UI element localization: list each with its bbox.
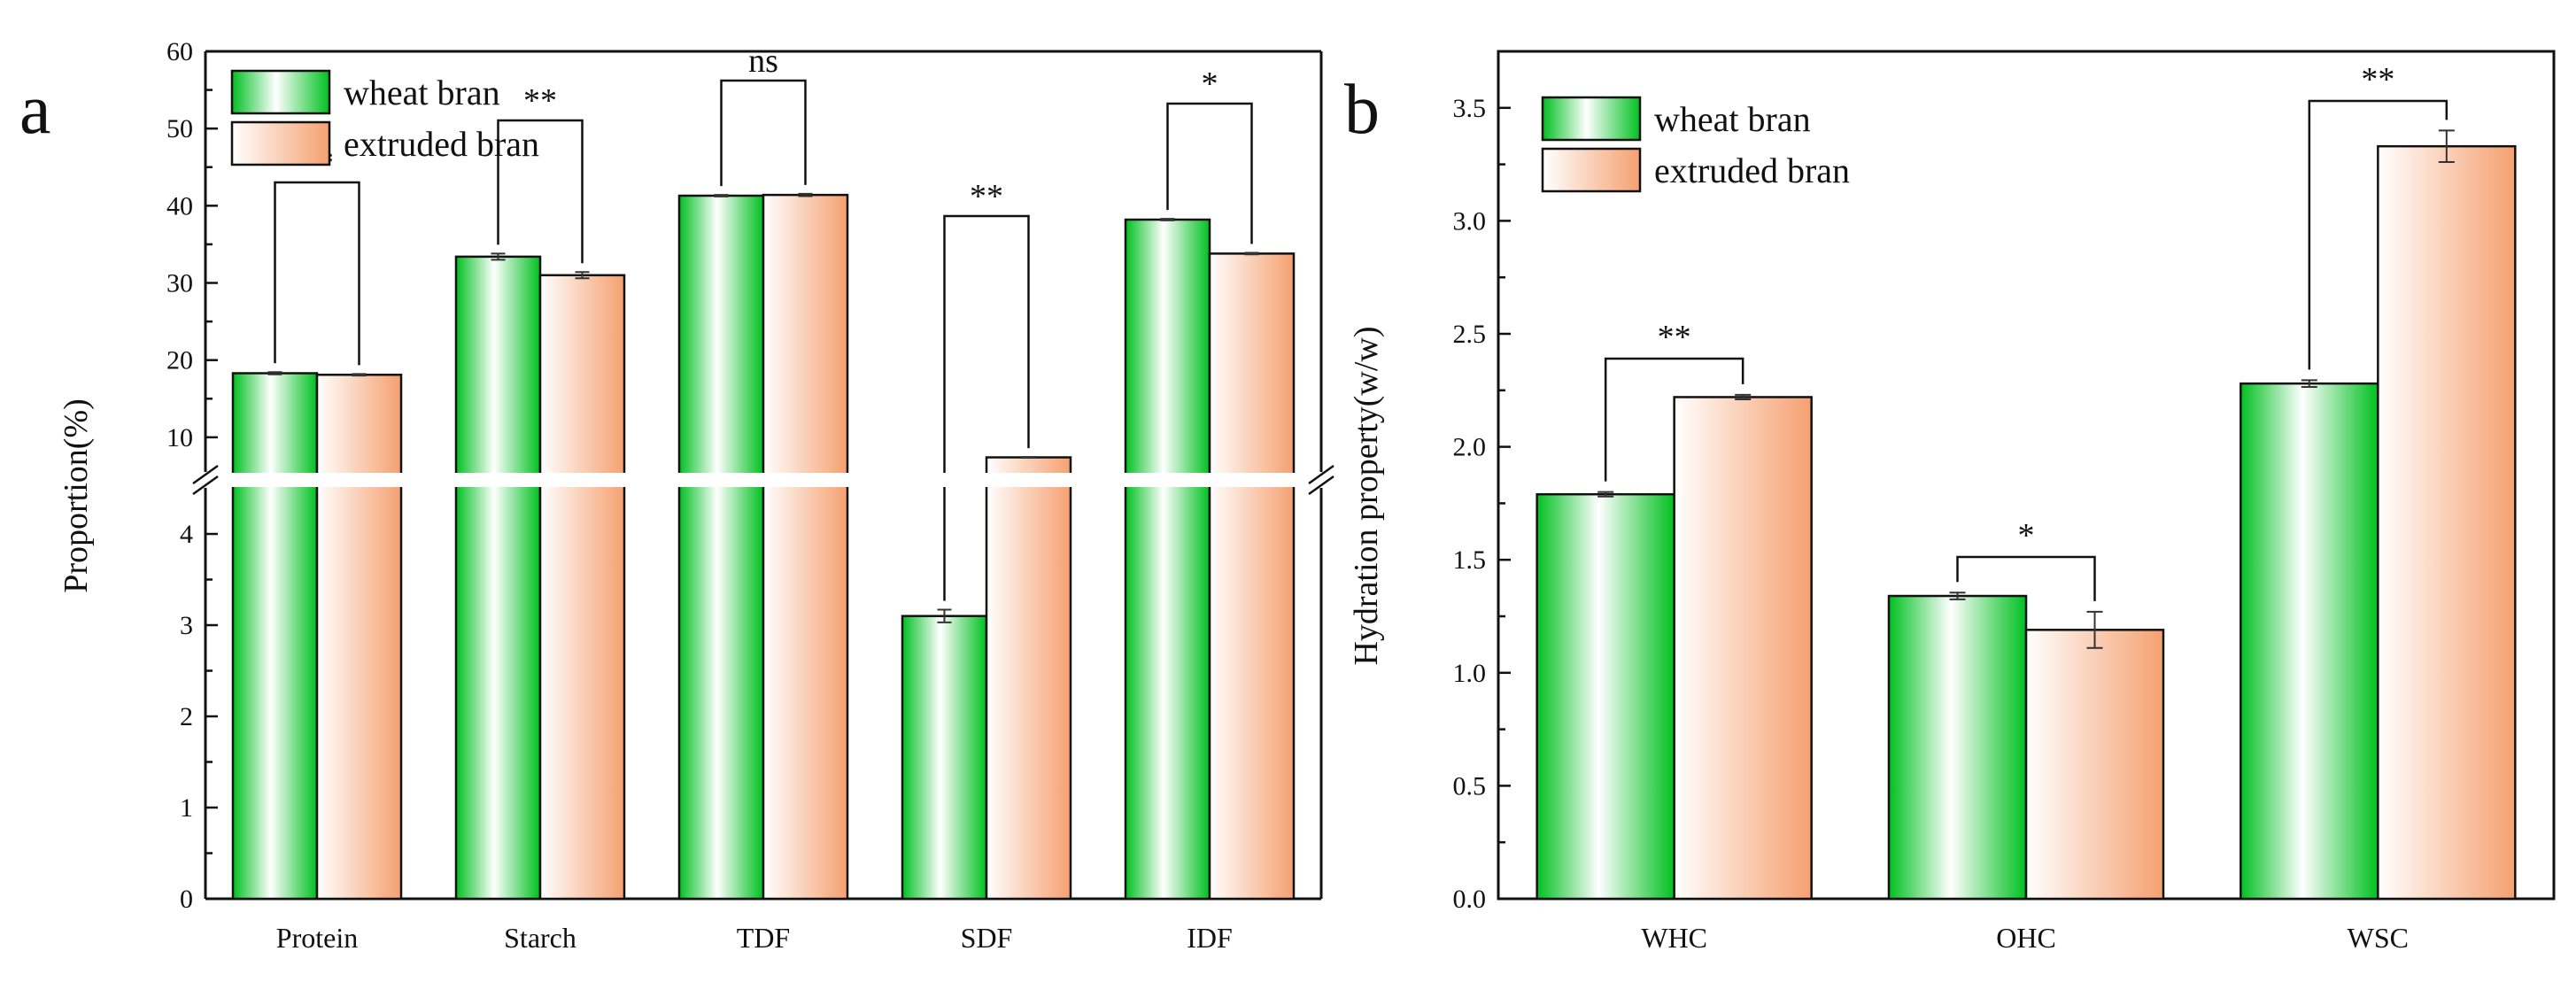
chart-a-error-bar xyxy=(937,608,952,623)
chart-a-ytick-label: 30 xyxy=(166,269,193,298)
chart-b-error-bar xyxy=(2086,610,2103,649)
chart-b-bar-wheat xyxy=(1536,492,1675,901)
chart-b-bar-extruded xyxy=(2377,144,2517,901)
chart-a-ytick-label: 3 xyxy=(180,611,193,640)
chart-a-bar-extruded xyxy=(538,274,626,901)
chart-b-xtick-label: WSC xyxy=(2348,922,2409,954)
chart-a-error-bar xyxy=(798,192,813,197)
chart-a-bar-wheat xyxy=(677,194,765,901)
chart-a-xtick-label: Starch xyxy=(504,922,576,954)
chart-b-error-bar xyxy=(2438,129,2455,164)
chart-a-legend-label: wheat bran xyxy=(344,73,500,112)
chart-a-ytick-label: 0 xyxy=(180,885,193,914)
chart-a-axis-break-gap xyxy=(209,473,1318,487)
chart-a-ytick-label: 2 xyxy=(180,702,193,731)
chart-a-legend-label: extruded bran xyxy=(344,124,539,164)
chart-b-ytick-label: 2.0 xyxy=(1453,433,1487,462)
chart-b-ytick-label: 1.5 xyxy=(1453,545,1487,575)
chart-b-error-bar xyxy=(2301,379,2317,388)
chart-a-xtick-label: SDF xyxy=(961,922,1013,954)
chart-a-significance-bracket xyxy=(720,79,807,187)
chart-a-error-bar xyxy=(1244,251,1259,256)
chart-b-bar-wheat xyxy=(2239,382,2379,901)
chart-b-error-bar xyxy=(1597,491,1614,498)
chart-a-break-mark-right xyxy=(1308,464,1334,496)
chart-b-error-bar xyxy=(1735,393,1752,401)
chart-b-legend-label: wheat bran xyxy=(1654,99,1811,139)
chart-a-bar-wheat xyxy=(231,372,319,901)
chart-b-xtick-label: WHC xyxy=(1641,922,1707,954)
chart-a-significance-bracket xyxy=(1166,102,1253,244)
panel-letter-a: a xyxy=(19,71,51,149)
chart-a-error-bar xyxy=(352,373,367,377)
chart-a-bar-extruded xyxy=(1208,252,1296,901)
chart-a-bar-wheat xyxy=(454,255,542,901)
chart-a-bar-wheat xyxy=(901,615,988,901)
chart-b-ytick-label: 1.0 xyxy=(1453,659,1487,688)
chart-a-error-bar xyxy=(1160,218,1175,221)
chart-a-error-bar xyxy=(267,371,282,375)
chart-a-error-bar xyxy=(1021,456,1036,459)
chart-b-significance-label: ** xyxy=(1658,319,1691,356)
chart-b-bar-wheat xyxy=(1887,594,2028,901)
chart-a-significance-label: * xyxy=(1202,66,1218,103)
chart-a-xtick-label: IDF xyxy=(1187,922,1233,954)
chart-a-xtick-label: Protein xyxy=(276,922,358,954)
chart-b-bar-extruded xyxy=(1673,396,1813,901)
chart-a-significance-label: ns xyxy=(748,43,778,80)
chart-b-ytick-label: 3.5 xyxy=(1453,94,1487,123)
chart-a-legend-swatch xyxy=(230,69,331,115)
chart-b-bar-extruded xyxy=(2024,629,2165,901)
chart-a-error-bar xyxy=(491,252,506,261)
chart-a-bar-wheat xyxy=(1124,218,1211,901)
chart-a-ytick-label: 60 xyxy=(166,37,193,66)
chart-a-legend-swatch xyxy=(230,120,331,166)
chart-a-significance-label: ** xyxy=(970,178,1003,215)
chart-a-bar-extruded xyxy=(985,456,1072,901)
chart-b-significance-label: * xyxy=(2018,517,2035,554)
chart-a-bar-extruded xyxy=(315,373,403,901)
chart-a-ytick-label: 4 xyxy=(180,520,193,549)
chart-b-legend-swatch xyxy=(1541,147,1642,193)
chart-b-significance-label: ** xyxy=(2361,61,2394,98)
chart-b-ytick-label: 2.5 xyxy=(1453,320,1487,349)
chart-b-significance-bracket xyxy=(1956,555,2096,601)
chart-a-significance-bracket xyxy=(497,119,584,264)
panel-letter-b: b xyxy=(1344,71,1380,149)
chart-a-ytick-label: 1 xyxy=(180,793,193,823)
chart-a-ytick-label: 50 xyxy=(166,114,193,143)
chart-a-ytick-label: 20 xyxy=(166,346,193,375)
chart-b-xtick-label: OHC xyxy=(1996,922,2056,954)
chart-a-break-mark-left xyxy=(192,464,219,496)
chart-b-ytick-label: 3.0 xyxy=(1453,206,1487,236)
chart-a-ytick-label: 40 xyxy=(166,191,193,220)
chart-b-significance-bracket xyxy=(2308,99,2448,370)
chart-a-error-bar xyxy=(575,271,590,280)
chart-b-ylabel: Hydration property(w/w) xyxy=(1348,326,1385,665)
chart-b-ytick-label: 0.0 xyxy=(1453,885,1487,914)
chart-a-ytick-label: 10 xyxy=(166,423,193,452)
chart-a-significance-bracket xyxy=(274,181,360,366)
chart-b-significance-bracket xyxy=(1604,357,1744,482)
chart-b-error-bar xyxy=(1949,592,1966,600)
chart-b-ytick-label: 0.5 xyxy=(1453,771,1487,800)
chart-a-bar-extruded xyxy=(762,193,849,901)
chart-b-legend-label: extruded bran xyxy=(1654,151,1850,190)
chart-a-xtick-label: TDF xyxy=(737,922,790,954)
chart-b-legend-swatch xyxy=(1541,96,1642,142)
chart-a-significance-label: ** xyxy=(523,82,557,120)
chart-a-significance-bracket xyxy=(943,214,1030,601)
chart-a-error-bar xyxy=(714,194,729,197)
chart-a-ylabel: Proportion(%) xyxy=(58,398,95,593)
chart-a: 0 1 2 3 4 10 20 30 40 50 60 Protein Starch TDF SDF IDF *… xyxy=(166,37,1334,954)
